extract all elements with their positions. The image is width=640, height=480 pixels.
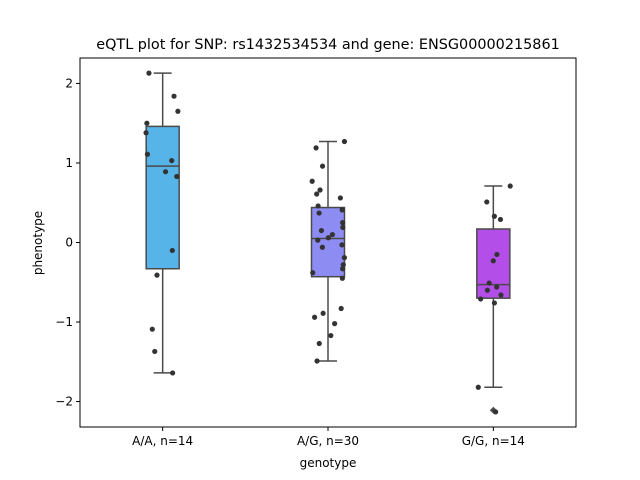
chart-title: eQTL plot for SNP: rs1432534534 and gene…	[96, 37, 560, 53]
data-point	[337, 195, 343, 201]
data-point	[486, 280, 492, 286]
data-point	[340, 220, 346, 226]
data-point	[319, 244, 325, 250]
data-point	[493, 409, 499, 415]
data-point	[316, 340, 322, 347]
data-point	[154, 272, 160, 278]
box-group	[145, 72, 180, 374]
x-tick-label: A/G, n=30	[297, 434, 359, 448]
data-point	[498, 292, 504, 298]
y-tick-label: 0	[65, 236, 73, 250]
box-group	[310, 140, 346, 362]
data-point	[490, 258, 496, 264]
data-point	[484, 287, 490, 293]
data-point	[314, 191, 320, 197]
data-point	[152, 348, 158, 355]
box	[145, 125, 180, 270]
x-axis: A/A, n=14 A/G, n=30 G/G, n=14	[132, 427, 525, 448]
data-point	[171, 93, 177, 99]
data-point	[317, 187, 323, 193]
data-point	[340, 224, 346, 230]
data-point	[332, 321, 338, 327]
data-point	[329, 231, 336, 238]
data-point	[340, 266, 346, 272]
plot-area	[143, 70, 513, 415]
data-point	[341, 138, 348, 145]
data-point	[143, 130, 149, 136]
data-point	[325, 235, 332, 241]
data-point	[494, 284, 500, 290]
data-point	[339, 207, 345, 213]
data-point	[310, 270, 316, 276]
data-point	[146, 70, 152, 76]
data-point	[312, 314, 318, 320]
data-point	[320, 310, 326, 316]
y-tick-label: 1	[65, 156, 73, 170]
box-group	[476, 185, 511, 388]
y-axis: 2 1 0 −1 −2	[55, 76, 80, 409]
data-point	[170, 370, 176, 376]
data-point	[144, 151, 151, 157]
data-point	[316, 210, 322, 216]
x-tick-label: G/G, n=14	[462, 434, 525, 448]
data-point	[149, 326, 155, 332]
data-point	[174, 173, 180, 180]
data-point	[175, 108, 181, 114]
data-point	[340, 262, 346, 268]
data-point	[314, 358, 320, 364]
y-tick-label: 2	[65, 76, 73, 90]
data-point	[313, 145, 319, 151]
data-point	[169, 247, 175, 254]
data-point	[507, 183, 513, 189]
data-point	[341, 255, 347, 261]
data-point	[338, 305, 344, 312]
y-tick-label: −1	[55, 315, 73, 329]
data-point	[319, 163, 326, 169]
x-axis-label: genotype	[300, 456, 357, 470]
data-point	[318, 227, 325, 234]
box	[476, 228, 511, 299]
data-point	[484, 199, 490, 205]
y-axis-label: phenotype	[31, 211, 45, 275]
data-point	[475, 384, 481, 390]
data-point	[478, 296, 484, 302]
data-point	[494, 251, 500, 258]
data-point	[328, 332, 334, 339]
data-point	[339, 275, 345, 281]
data-point	[491, 300, 498, 306]
data-point	[491, 213, 497, 219]
data-point	[339, 242, 345, 248]
data-point	[162, 169, 169, 175]
x-tick-label: A/A, n=14	[132, 434, 193, 448]
data-point	[497, 216, 504, 223]
data-point	[315, 203, 321, 209]
data-point	[144, 120, 150, 126]
data-point	[315, 237, 321, 243]
data-point	[309, 178, 315, 184]
y-tick-label: −2	[55, 395, 73, 409]
data-point	[169, 157, 175, 164]
